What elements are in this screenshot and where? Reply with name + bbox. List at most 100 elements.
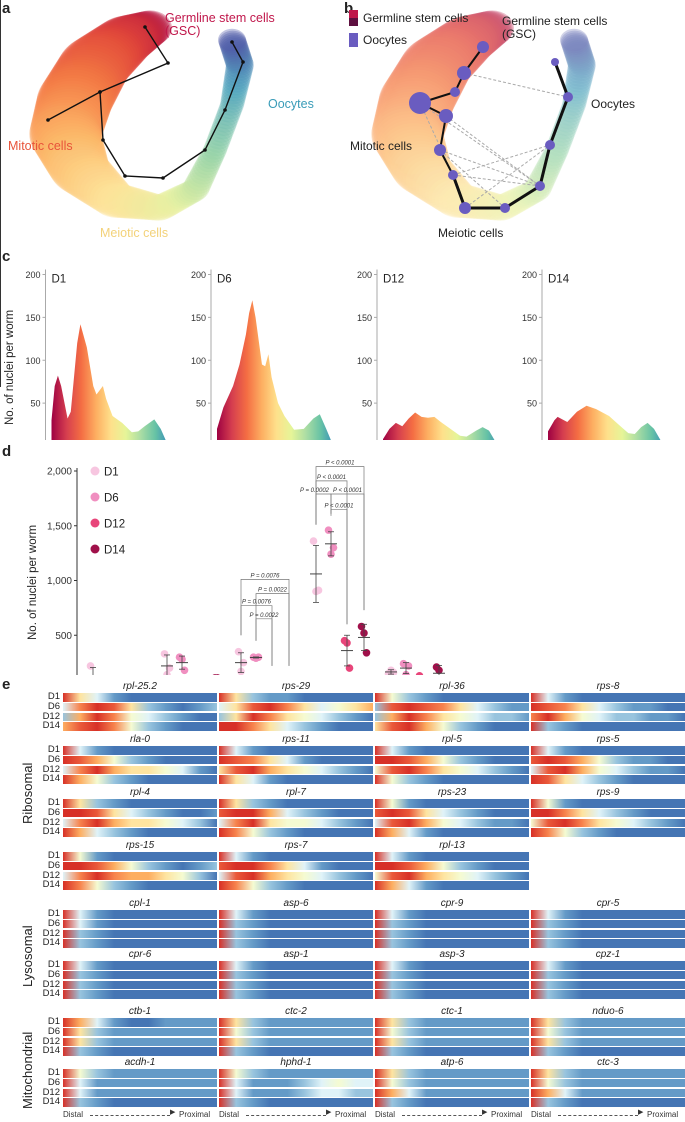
cell-density [123, 190, 161, 220]
cell-density [30, 108, 102, 166]
cell-density [560, 30, 589, 54]
cell-density [186, 169, 214, 191]
legend-swatch [349, 33, 358, 47]
cell-density [165, 185, 195, 210]
gene-title: asp-3 [439, 949, 465, 960]
cell-density [432, 18, 494, 68]
cell-density [398, 39, 472, 98]
cell-density [218, 99, 243, 120]
heatmap-row-D1 [219, 1069, 373, 1078]
cell-density [393, 146, 453, 195]
cell-density [379, 123, 447, 177]
heatmap-row-D6 [375, 1027, 529, 1037]
y-tick-label: 1,500 [47, 521, 72, 532]
heatmap-row-D6 [219, 1027, 373, 1037]
heatmap-row-D14 [219, 990, 373, 999]
graph-node [448, 170, 458, 180]
significance-bracket: P < 0.0001 [330, 488, 365, 611]
cell-density [112, 187, 152, 219]
heatmap-row-D6 [219, 702, 373, 712]
axis-proximal-label: Proximal [179, 1110, 211, 1119]
cell-density [77, 26, 143, 79]
cell-density [565, 71, 592, 93]
heatmap-row-D1 [531, 961, 685, 970]
arrowhead-icon: ▶ [482, 1109, 488, 1116]
heatmap-row-D12 [375, 1088, 529, 1098]
cell-density [115, 188, 155, 220]
cell-density [95, 15, 156, 64]
gene-title: ctc-1 [441, 1006, 463, 1017]
gene-title: rps-29 [281, 681, 311, 692]
cell-density [566, 62, 595, 84]
cell-density [465, 11, 512, 49]
heatmap-row-D6 [531, 1027, 685, 1037]
day-label: D14 [42, 826, 60, 838]
day-label: D14 [42, 773, 60, 785]
embedding-cloud-b [371, 10, 596, 221]
heatmap-row-D14 [531, 828, 685, 837]
heatmap-row-D1 [375, 1069, 529, 1078]
arrowhead-icon: ▶ [326, 1109, 332, 1116]
cell-density [396, 149, 455, 197]
axis-proximal-label: Proximal [335, 1110, 367, 1119]
cell-density [567, 51, 596, 74]
gene-title: asp-6 [283, 898, 309, 909]
cell-density [33, 114, 103, 170]
cell-density [41, 129, 107, 182]
cell-density [37, 123, 105, 177]
heatmap-row-D14 [375, 722, 529, 731]
gene-title: rps-11 [282, 734, 310, 745]
heatmap-row-D12 [375, 980, 529, 990]
cell-density [31, 111, 103, 168]
y-tick-label: 150 [25, 313, 40, 323]
cell-density [34, 80, 110, 141]
heatmap-row-D1 [63, 693, 217, 702]
heatmap-row-D6 [375, 919, 529, 929]
cell-density [104, 185, 146, 219]
axis-dashed-arrow [402, 1115, 482, 1116]
heatmap-row-D6 [375, 970, 529, 980]
cell-density [376, 117, 446, 173]
heatmap-row-D14 [531, 775, 685, 784]
heatmap-row-D12 [63, 1088, 217, 1098]
cell-density [60, 155, 117, 200]
trajectory-node [46, 118, 50, 122]
heatmap-row-D12 [531, 712, 685, 722]
label-oocytes-a: Oocytes [268, 97, 314, 111]
cell-density [429, 20, 493, 70]
cell-density [400, 37, 473, 95]
heatmap-row-D14 [375, 828, 529, 837]
legend-label: Oocytes [363, 33, 407, 47]
cell-density [57, 152, 115, 199]
cell-density [35, 75, 112, 136]
heatmap-row-D1 [63, 852, 217, 861]
plot-title: D12 [383, 274, 404, 286]
heatmap-row-D6 [531, 1078, 685, 1088]
p-value-label: P = 0.0002 [300, 488, 330, 494]
heatmap-row-D12 [219, 818, 373, 828]
cell-density [60, 35, 133, 93]
p-value-label: P = 0.0076 [251, 573, 281, 579]
y-axis-label: No. of nuclei per worm [27, 525, 39, 640]
heatmap-row-D14 [375, 1047, 529, 1056]
heatmap-row-D14 [375, 1098, 529, 1107]
label-mitotic-b-line: Mitotic cells [350, 139, 412, 153]
trajectory-node [230, 40, 234, 44]
gene-title: rps-9 [596, 787, 620, 798]
cell-density [531, 163, 559, 185]
heatmap-row-D12 [219, 712, 373, 722]
cell-density [113, 12, 165, 54]
day-label: D6 [47, 1076, 60, 1088]
cell-density [90, 18, 152, 68]
density-plot-D1: 050100150200010203040PseudotimeD1 [25, 269, 166, 440]
bracket-line [255, 593, 290, 666]
graph-edge-weak [419, 102, 541, 187]
density-area [548, 405, 661, 440]
cell-density [184, 172, 213, 194]
heatmap-row-D1 [219, 852, 373, 861]
panel-label-d: d [2, 443, 12, 460]
pseudotime-density-plots: No. of nuclei per worm050100150200010203… [4, 269, 661, 440]
series-D14 [212, 622, 445, 675]
cell-density [562, 36, 591, 59]
